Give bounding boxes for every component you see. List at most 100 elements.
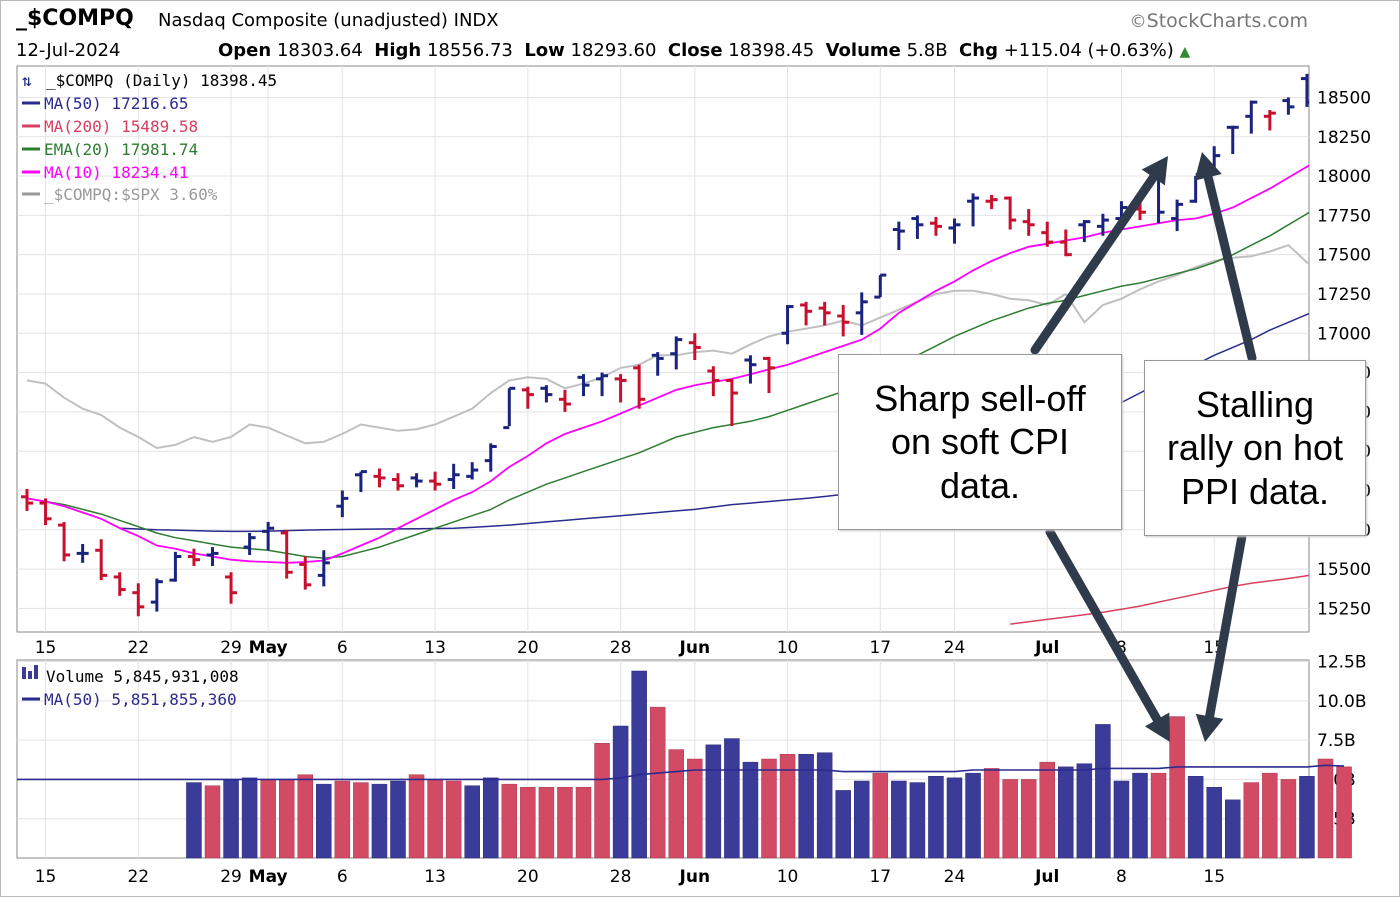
ohlc-bar-down [1041, 221, 1054, 247]
callout-cpi-line: on soft CPI [890, 421, 1070, 463]
volume-bar-up [891, 780, 907, 859]
ohlc-bar-up [855, 292, 868, 335]
volume-bar-down [278, 779, 295, 859]
ratio-line [26, 244, 1309, 450]
legend-price: _$COMPQ (Daily) 18398.45 [46, 71, 277, 90]
arrow-shaft [1203, 172, 1257, 363]
volume-x-tick-label: 15 [1203, 867, 1225, 887]
volume-label: Volume [825, 40, 901, 61]
price-x-tick-label: May [249, 638, 288, 658]
volume-bar-up [371, 783, 388, 859]
volume-x-tick-label: 20 [517, 867, 539, 887]
volume-bar-down [427, 779, 443, 859]
price-y-tick-label: 18000 [1317, 167, 1371, 187]
volume-x-tick-label: 10 [777, 867, 799, 887]
volume-bar-down [1039, 761, 1055, 859]
ohlc-bar-down [929, 216, 942, 236]
ohlc-bar-up [651, 352, 664, 376]
up-triangle-icon: ▲ [1179, 44, 1191, 60]
ohlc-bar-down [392, 473, 404, 491]
volume-bar-up [1187, 776, 1204, 859]
price-x-tick-label: 13 [424, 638, 446, 658]
volume-x-tick-label: 28 [610, 867, 632, 887]
ohlc-bar-up [354, 470, 367, 493]
volume-bar-up [390, 780, 406, 859]
volume-bar-up [186, 782, 202, 859]
volume-bar-up [946, 777, 963, 859]
volume-bar-down [779, 754, 796, 859]
legend-ma10: MA(10) 18234.41 [44, 163, 189, 182]
ohlc-bar-up [577, 374, 590, 397]
volume-x-tick-label: May [249, 867, 288, 887]
ohlc-bar-up [466, 462, 479, 480]
volume-bar-down [872, 772, 889, 859]
price-y-tick-label: 17500 [1317, 246, 1371, 266]
volume-x-tick-label: 15 [35, 867, 57, 887]
volume-y-tick-label: 7.5B [1317, 731, 1356, 751]
volume-bar-down [334, 780, 351, 859]
close-label: Close [667, 40, 723, 61]
ohlc-bar-down [299, 556, 312, 590]
volume-bar-down [761, 758, 777, 859]
volume-y-tick-label: 12.5B [1317, 653, 1367, 673]
ohlc-bar-up [410, 473, 423, 488]
volume-bar-down [1002, 779, 1018, 859]
open-label: Open [218, 40, 272, 61]
brand-logo[interactable]: ©StockCharts.com [1130, 10, 1308, 32]
volume-bar-down [983, 768, 1000, 859]
ohlc-bar-down [985, 194, 998, 210]
volume-bar-up [1225, 799, 1241, 859]
volume-bar-down [1169, 716, 1185, 859]
price-x-tick-label: Jul [1034, 638, 1059, 658]
arrow-head [1195, 713, 1224, 742]
price-x-tick-label: 22 [127, 638, 149, 658]
ohlc-bar-up [76, 543, 89, 563]
ohlc-bar-down [763, 356, 775, 394]
volume-bar-up [1095, 724, 1111, 859]
volume-bar-down [260, 779, 276, 859]
price-legend: ⇅ _$COMPQ (Daily) 18398.45 MA(50) 17216.65… [22, 71, 277, 204]
callout-cpi-line: Sharp sell-off [874, 378, 1086, 420]
ohlc-legend-icon: ⇅ [22, 71, 32, 90]
price-y-tick-label: 17750 [1317, 206, 1371, 226]
legend-volume: Volume 5,845,931,008 [46, 667, 239, 686]
ohlc-bar-down [187, 548, 200, 566]
price-plot [21, 73, 1309, 625]
ohlc-bar-up [744, 355, 757, 384]
volume-x-tick-label: 8 [1116, 867, 1127, 887]
ohlc-bar-down [633, 364, 646, 409]
price-x-tick-label: 29 [220, 638, 242, 658]
callout-cpi-line: data. [939, 464, 1021, 506]
ohlc-bar-up [1096, 213, 1109, 236]
ohlc-bar-up [540, 385, 553, 403]
volume-x-tick-label: Jul [1034, 867, 1059, 887]
volume-bar-up [1113, 780, 1130, 859]
ohlc-bar-up [967, 193, 980, 227]
volume-x-tick-label: 17 [869, 867, 891, 887]
ohlc-bar-up [169, 551, 182, 582]
high-value: 18556.73 [426, 40, 513, 61]
volume-bar-up [483, 777, 499, 859]
volume-bar-down [687, 758, 703, 859]
ohlc-bar-up [670, 336, 683, 370]
volume-bar-up [909, 782, 926, 859]
ohlc-bar-down [21, 488, 33, 511]
ohlc-bar-up [1300, 73, 1309, 107]
volume-bar-down [1317, 758, 1334, 859]
callout-cpi: Sharp sell-off on soft CPI data. [838, 354, 1122, 530]
volume-bar-up [835, 790, 851, 859]
volume-bar-down [408, 774, 425, 859]
volume-bar-up [816, 752, 833, 859]
volume-bar-down [501, 783, 518, 859]
ohlc-bar-down [373, 468, 386, 488]
chart-date: 12-Jul-2024 [16, 40, 121, 61]
volume-bar-up [1058, 766, 1074, 859]
ma50-line [119, 312, 1309, 533]
volume-bar-down [575, 787, 592, 859]
volume-x-tick-label: 13 [424, 867, 446, 887]
volume-x-tick-label: 6 [337, 867, 348, 887]
ohlc-bar-down [558, 389, 571, 412]
ma10-line [26, 164, 1309, 564]
legend-ratio: _$COMPQ:$SPX 3.60% [44, 185, 218, 204]
